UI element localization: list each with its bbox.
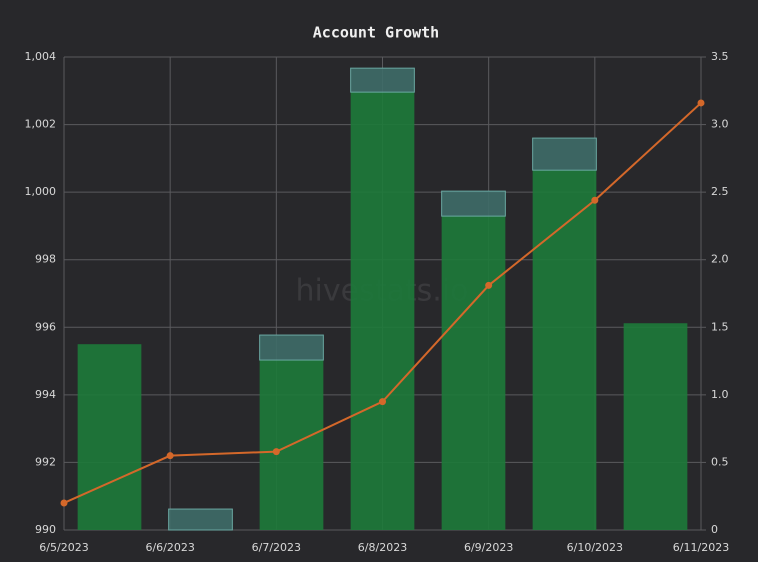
line-point [485, 281, 493, 289]
bar [168, 508, 233, 531]
line-point [379, 398, 386, 406]
bar [259, 334, 324, 361]
y-tick-label: 1,004 [25, 50, 57, 63]
chart-title: Account Growth [313, 24, 439, 42]
bar [532, 137, 597, 171]
x-tick-label: 6/9/2023 [464, 541, 513, 554]
x-tick-label: 6/7/2023 [252, 541, 301, 554]
y2-tick-label: 1.0 [711, 388, 729, 401]
line-point [60, 499, 68, 507]
y-tick-label: 996 [35, 320, 56, 333]
line-point [591, 196, 599, 204]
y-tick-label: 1,002 [25, 118, 57, 131]
y-tick-label: 1,000 [25, 185, 57, 198]
y2-tick-label: 0 [711, 523, 718, 536]
y2-tick-label: 1.5 [711, 320, 729, 333]
line-point [272, 448, 280, 456]
x-tick-label: 6/5/2023 [39, 541, 88, 554]
bar [532, 170, 597, 531]
y-tick-label: 990 [35, 523, 56, 536]
y2-tick-label: 3.5 [711, 50, 729, 63]
x-tick-label: 6/11/2023 [673, 541, 729, 554]
bar [623, 323, 688, 530]
y2-tick-label: 2.5 [711, 185, 729, 198]
y2-tick-label: 2.0 [711, 253, 729, 266]
y2-tick-label: 0.5 [711, 455, 729, 468]
x-tick-label: 6/6/2023 [145, 541, 194, 554]
y-tick-label: 998 [35, 253, 56, 266]
line-point [166, 452, 174, 460]
y-tick-label: 992 [35, 455, 56, 468]
bar [350, 92, 415, 530]
y2-tick-label: 3.0 [711, 118, 729, 131]
x-tick-label: 6/10/2023 [567, 541, 623, 554]
bar [77, 344, 142, 530]
line-point [697, 99, 705, 107]
x-tick-label: 6/8/2023 [358, 541, 407, 554]
bar [441, 190, 506, 217]
bar [441, 216, 506, 530]
y-tick-label: 994 [35, 388, 56, 401]
bar [350, 67, 415, 93]
